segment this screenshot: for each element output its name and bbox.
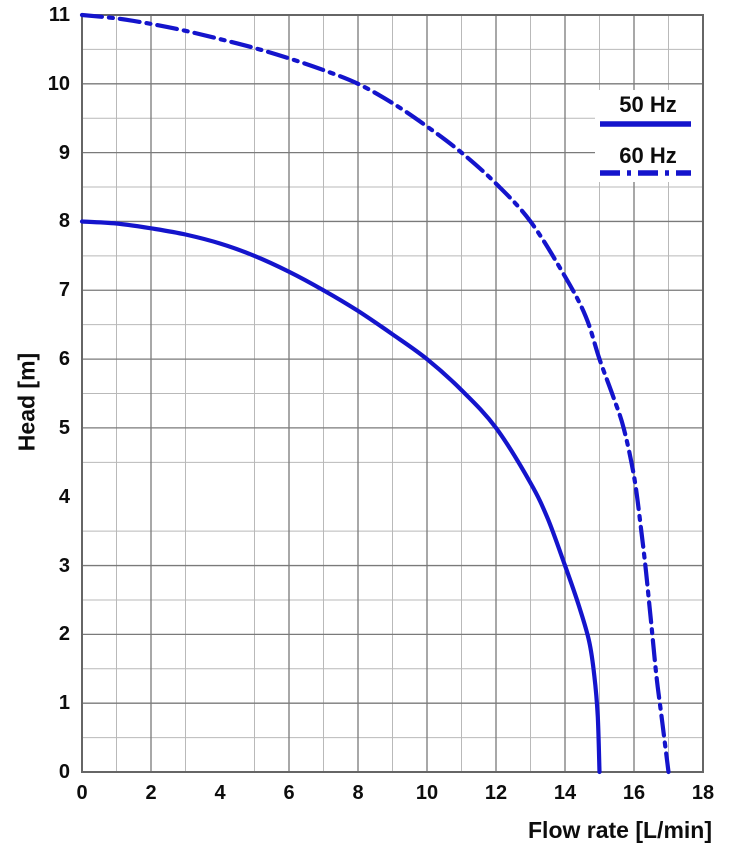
curve-60hz bbox=[79, 12, 671, 775]
x-tick-label-12: 12 bbox=[484, 782, 508, 804]
curve-50hz bbox=[79, 219, 602, 775]
y-tick-label-0: 0 bbox=[58, 761, 70, 783]
x-tick-label-18: 18 bbox=[691, 782, 715, 804]
legend-label-60hz: 60 Hz bbox=[619, 143, 677, 168]
y-tick-label-5: 5 bbox=[58, 416, 70, 439]
y-tick-label-6: 6 bbox=[58, 348, 70, 371]
x-tick-label-4: 4 bbox=[214, 782, 226, 804]
x-axis-title: Flow rate [L/min] bbox=[528, 817, 712, 843]
x-tick-label-14: 14 bbox=[553, 782, 577, 804]
y-tick-label-1: 1 bbox=[58, 692, 70, 715]
y-tick-label-2: 2 bbox=[58, 623, 70, 646]
plot-border bbox=[81, 14, 704, 773]
x-tick-label-0: 0 bbox=[76, 782, 88, 804]
x-tick-label-16: 16 bbox=[622, 782, 646, 804]
y-tick-label-7: 7 bbox=[58, 279, 70, 302]
y-tick-label-4: 4 bbox=[58, 485, 70, 508]
x-tick-label-6: 6 bbox=[283, 782, 295, 804]
x-tick-label-10: 10 bbox=[415, 782, 439, 804]
x-tick-label-2: 2 bbox=[145, 782, 157, 804]
y-tick-label-11: 11 bbox=[48, 4, 70, 26]
y-tick-label-10: 10 bbox=[47, 72, 70, 95]
legend-box bbox=[595, 90, 702, 182]
x-tick-label-8: 8 bbox=[352, 782, 364, 804]
y-tick-label-9: 9 bbox=[58, 141, 70, 164]
y-tick-label-3: 3 bbox=[58, 554, 70, 577]
legend-label-50hz: 50 Hz bbox=[619, 92, 677, 117]
y-tick-label-8: 8 bbox=[58, 210, 70, 233]
